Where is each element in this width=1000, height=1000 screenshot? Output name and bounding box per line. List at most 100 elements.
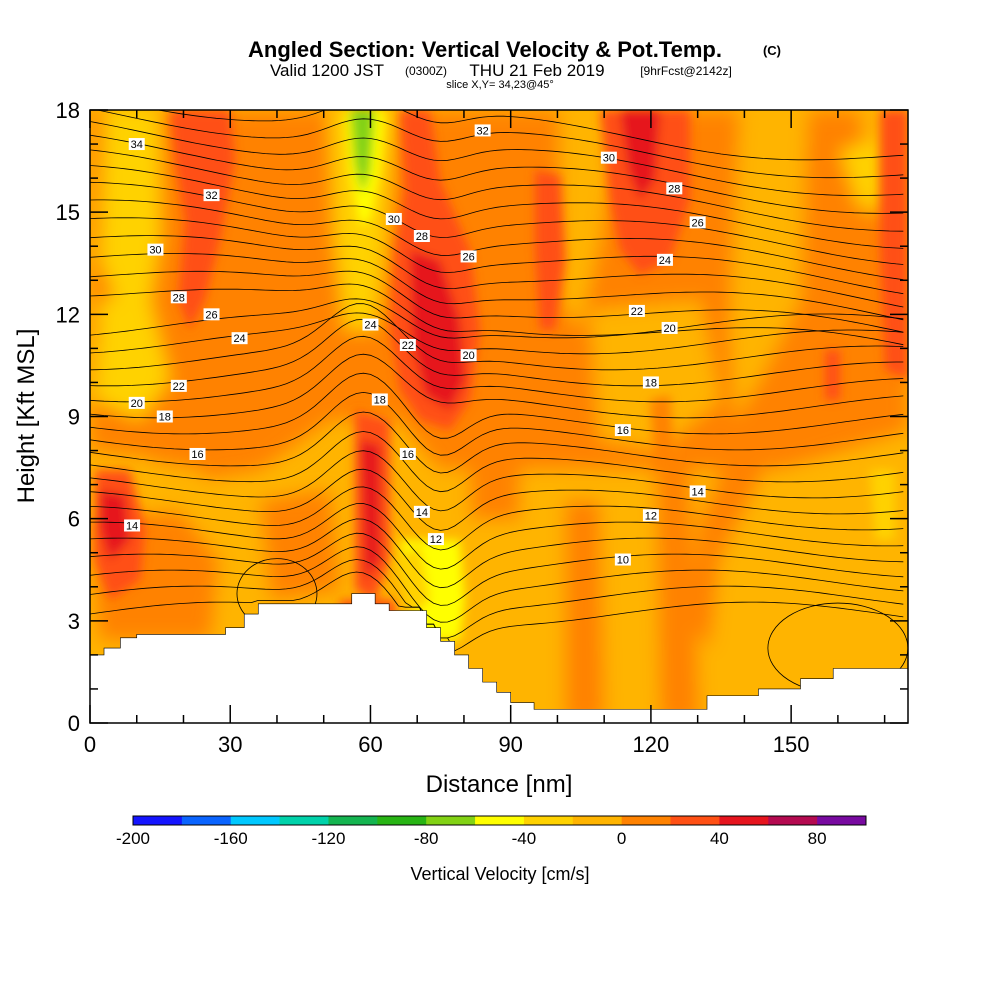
svg-text:26: 26	[462, 251, 474, 263]
theta-contour-line	[90, 518, 904, 589]
svg-text:30: 30	[388, 214, 400, 226]
colorbar-swatch	[768, 816, 818, 825]
svg-text:10: 10	[617, 555, 629, 567]
y-tick-label: 15	[56, 200, 80, 225]
svg-text:16: 16	[617, 425, 629, 437]
theta-contour-label: 24	[231, 332, 248, 345]
theta-contour-label: 32	[203, 189, 220, 202]
theta-contour-line	[90, 303, 904, 371]
svg-text:24: 24	[233, 333, 245, 345]
svg-text:18: 18	[374, 394, 386, 406]
svg-text:34: 34	[131, 139, 143, 151]
theta-contour-line	[90, 503, 904, 570]
svg-text:28: 28	[173, 292, 185, 304]
x-tick-label: 30	[218, 732, 242, 757]
theta-contour-label: 26	[460, 250, 477, 263]
colorbar-swatch	[475, 816, 525, 825]
theta-contour-label: 20	[128, 396, 145, 410]
theta-contour-line	[90, 121, 904, 196]
x-tick-label: 90	[498, 732, 522, 757]
svg-text:14: 14	[692, 486, 704, 498]
subtitle-forecast: [9hrFcst@2142z]	[640, 64, 732, 78]
theta-contour-label: 12	[427, 533, 444, 546]
theta-contour-label: 30	[600, 151, 617, 165]
velocity-field	[90, 110, 908, 723]
theta-contour-line	[90, 253, 904, 321]
title-block: Angled Section: Vertical Velocity & Pot.…	[248, 37, 781, 91]
y-tick-label: 18	[56, 98, 80, 123]
theta-contour-line	[90, 546, 904, 623]
theta-contour-line	[90, 165, 904, 249]
theta-contour-label: 26	[203, 308, 220, 321]
y-tick-label: 3	[68, 609, 80, 634]
colorbar-swatch	[279, 816, 329, 825]
svg-text:18: 18	[645, 377, 657, 389]
theta-contour-labels: 34 32 30 28 26 24 22 20 18 16 14 24 18 16 14 12 30 28 26 22…	[124, 124, 706, 567]
svg-text:28: 28	[668, 183, 680, 195]
colorbar-title: Vertical Velocity [cm/s]	[410, 864, 589, 884]
colorbar-swatch	[621, 816, 672, 825]
svg-text:22: 22	[631, 306, 643, 318]
colorbar-swatch	[377, 816, 427, 825]
theta-contour-line	[90, 450, 904, 512]
y-tick-label: 12	[56, 302, 80, 327]
theta-contour-line	[90, 318, 904, 387]
theta-contour-label: 16	[189, 447, 206, 461]
theta-contour-label: 14	[124, 519, 141, 532]
theta-contour-label: 22	[399, 338, 416, 352]
theta-contour-line	[90, 559, 904, 639]
theta-contour-line	[90, 134, 904, 214]
theta-contour-line	[90, 181, 904, 265]
axis-ticks	[89, 109, 908, 724]
colorbar-swatch	[817, 816, 867, 825]
svg-text:20: 20	[462, 350, 474, 362]
colorbar-swatch	[670, 816, 720, 825]
theta-contours	[90, 110, 908, 694]
svg-text:30: 30	[149, 245, 161, 257]
colorbar-tick-label: 80	[808, 829, 827, 848]
theta-contour-label: 32	[474, 124, 491, 137]
colorbar-swatch	[426, 816, 476, 825]
slice-label: slice X,Y= 34,23@45°	[446, 79, 554, 91]
svg-text:12: 12	[430, 534, 442, 546]
theta-contour-line	[90, 411, 904, 474]
theta-contour-label: 22	[170, 379, 187, 393]
theta-contour-label: 34	[128, 138, 145, 151]
colorbar-tick-label: -120	[311, 829, 345, 848]
theta-contour-line	[90, 486, 904, 551]
chart-title-units: (C)	[763, 43, 781, 58]
y-tick-label: 6	[68, 507, 80, 532]
theta-contour-line	[90, 532, 904, 606]
svg-text:24: 24	[659, 255, 671, 267]
x-axis-tick-labels: 0 30 60 90 120 150	[84, 732, 810, 757]
colorbar-swatch	[328, 816, 378, 825]
colorbar-swatch	[719, 816, 769, 825]
svg-text:20: 20	[663, 323, 675, 335]
theta-contour-label: 18	[371, 393, 388, 406]
theta-contour-line	[90, 468, 904, 531]
subtitle-date: THU 21 Feb 2019	[469, 61, 604, 80]
y-axis-tick-labels: 0 3 6 9 12 15 18	[56, 98, 80, 736]
theta-contour-line	[90, 217, 904, 295]
theta-contour-line	[90, 270, 904, 333]
svg-text:16: 16	[402, 449, 414, 461]
colorbar-tick-label: 40	[710, 829, 729, 848]
terrain-mask	[89, 593, 909, 724]
theta-contour-label: 20	[661, 321, 678, 335]
colorbar-swatch	[230, 816, 281, 825]
theta-contour-line	[90, 571, 904, 652]
theta-contour-line	[90, 335, 904, 403]
theta-contour-label: 12	[642, 509, 659, 522]
colorbar-swatch	[523, 816, 574, 825]
theta-contour-line	[90, 235, 904, 308]
theta-contour-label: 30	[147, 243, 164, 257]
theta-contour-label: 14	[689, 485, 706, 498]
svg-text:16: 16	[191, 449, 203, 461]
svg-text:14: 14	[126, 520, 138, 532]
theta-contour-label: 18	[156, 410, 173, 424]
x-tick-label: 0	[84, 732, 96, 757]
theta-contour-line	[95, 110, 904, 179]
svg-text:32: 32	[205, 190, 217, 202]
x-tick-label: 60	[358, 732, 382, 757]
